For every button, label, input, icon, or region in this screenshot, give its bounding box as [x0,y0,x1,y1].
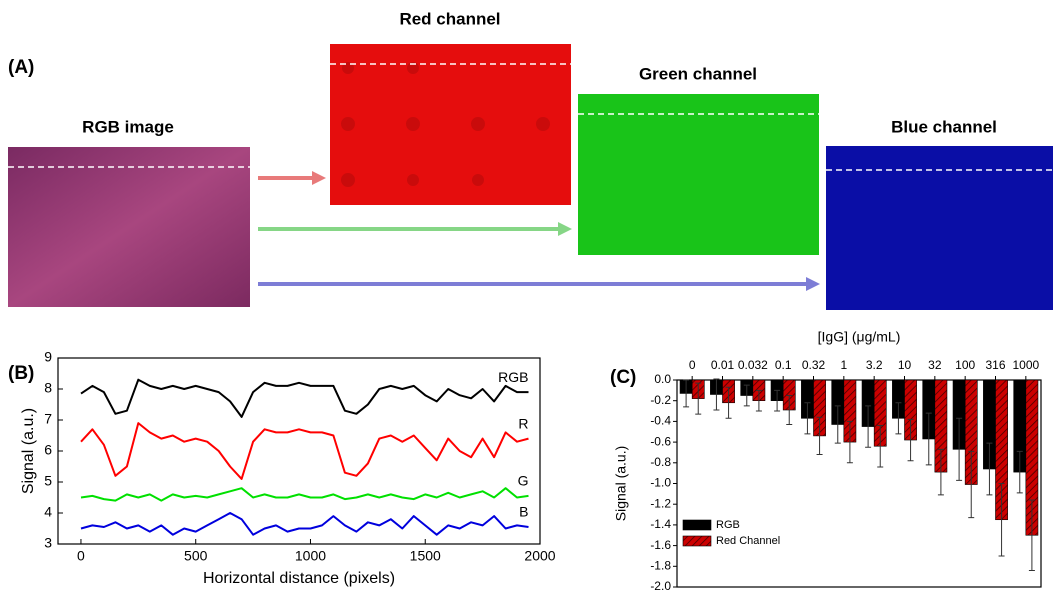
y-tick-label: -1.2 [650,496,671,510]
error-bar [986,442,993,496]
y-tick-label: -1.6 [650,538,671,552]
error-bar [725,386,732,419]
x-tick-label: 2000 [524,548,555,564]
y-tick-label: -2.0 [650,579,671,592]
panel-label: (A) [8,57,34,78]
panel-label: (B) [8,363,34,384]
x-axis-label: [IgG] (μg/mL) [818,329,901,345]
x-tick-label: 1000 [1012,358,1039,372]
error-bar [743,384,750,407]
series-line [80,378,529,418]
x-tick-label: 0.032 [738,358,768,372]
y-tick-label: -0.2 [650,393,671,407]
x-axis-label: Horizontal distance (pixels) [203,570,395,587]
image-title: RGB image [82,117,174,136]
y-tick-label: 5 [44,473,52,489]
error-bar [1028,499,1035,571]
y-tick-label: 9 [44,349,52,365]
y-tick-label: -1.4 [650,517,671,531]
x-tick-label: 0 [689,358,696,372]
spots [341,62,550,187]
error-bar [895,402,902,435]
error-bar [907,418,914,462]
x-tick-label: 32 [928,358,942,372]
series-line [80,487,529,502]
y-tick-label: -0.8 [650,455,671,469]
x-tick-label: 10 [898,358,912,372]
x-tick-label: 1000 [295,548,326,564]
y-tick-label: -0.4 [650,414,671,428]
series-line [80,422,529,480]
error-bar [834,405,841,444]
legend-swatch [682,535,712,547]
error-bar [937,448,944,496]
series-label: RGB [498,369,528,385]
x-tick-label: 3.2 [866,358,883,372]
series-label: B [519,504,528,520]
image-title: Green channel [639,64,757,83]
error-bar [925,412,932,466]
y-axis-label: Signal (a.u.) [20,408,37,494]
y-axis-label: Signal (a.u.) [613,446,629,521]
y-tick-label: 4 [44,504,52,520]
y-tick-label: 8 [44,380,52,396]
y-tick-label: 7 [44,411,52,427]
error-bar [877,425,884,468]
error-bar [968,450,975,519]
error-bar [998,483,1005,557]
error-bar [683,379,690,408]
image-title: Blue channel [891,117,997,136]
series-label: R [518,415,528,431]
error-bar [755,389,762,412]
green-image [578,94,819,255]
x-tick-label: 0.32 [802,358,826,372]
error-bar [695,382,702,415]
error-bar [804,402,811,435]
x-tick-label: 500 [184,548,208,564]
legend-swatch [682,519,712,531]
error-bar [816,416,823,456]
legend-label: RGB [716,519,740,531]
y-tick-label: 3 [44,535,52,551]
x-tick-label: 1500 [410,548,441,564]
x-tick-label: 1 [840,358,847,372]
error-bar [1016,450,1023,494]
series-line [80,512,529,536]
x-tick-label: 0 [77,548,85,564]
error-bar [956,417,963,481]
y-tick-label: 0.0 [654,372,671,386]
x-tick-label: 0.1 [775,358,792,372]
y-tick-label: -0.6 [650,434,671,448]
y-tick-label: -1.8 [650,558,671,572]
error-bar [865,405,872,448]
error-bar [774,389,781,412]
error-bar [846,420,853,464]
image-title: Red channel [399,9,500,28]
y-tick-label: -1.0 [650,476,671,490]
panel-label: (C) [610,367,636,388]
error-bar [786,395,793,426]
blue-image [826,146,1053,310]
series-label: G [518,473,529,489]
x-tick-label: 316 [985,358,1005,372]
x-tick-label: 100 [955,358,975,372]
rgb-image [8,147,250,307]
error-bar [713,378,720,411]
red-image [330,44,571,205]
legend-label: Red Channel [716,535,780,547]
x-tick-label: 0.01 [711,358,735,372]
y-tick-label: 6 [44,442,52,458]
arrows [258,171,820,291]
